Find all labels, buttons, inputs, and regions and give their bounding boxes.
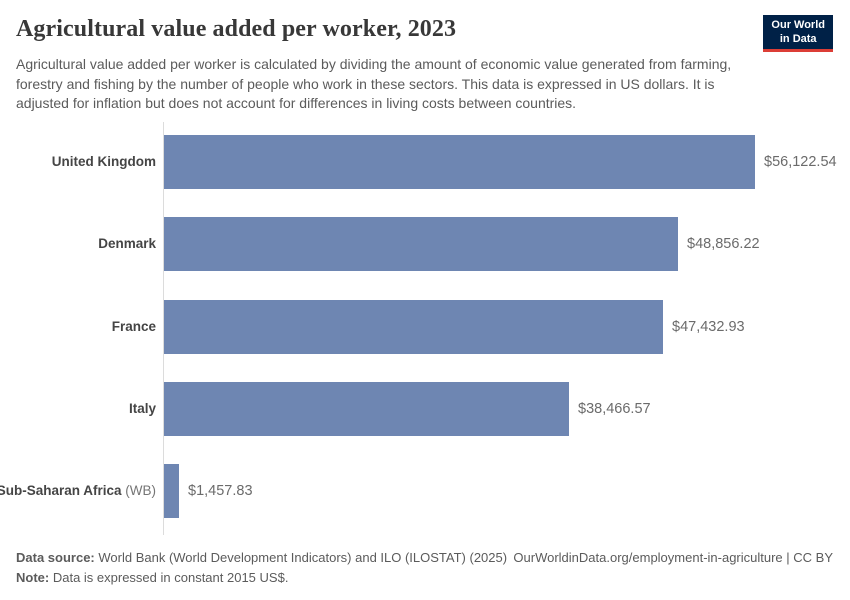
y-axis-line [163, 122, 164, 535]
bar[interactable] [164, 135, 755, 189]
bar[interactable] [164, 217, 678, 271]
category-name: Sub-Saharan Africa [0, 483, 122, 498]
note-text: Note: Data is expressed in constant 2015… [16, 568, 288, 587]
data-source-value: World Bank (World Development Indicators… [98, 550, 508, 565]
bar[interactable] [164, 464, 179, 518]
chart-subtitle: Agricultural value added per worker is c… [16, 56, 732, 111]
page-title: Agricultural value added per worker, 202… [16, 16, 457, 42]
bar-row: Italy $38,466.57 [0, 382, 850, 436]
bar-row: Sub-Saharan Africa (WB) $1,457.83 [0, 464, 850, 518]
owid-logo-text-line2: in Data [779, 32, 817, 45]
value-label: $1,457.83 [188, 483, 253, 499]
value-label: $48,856.22 [687, 236, 760, 252]
category-name: Italy [128, 401, 156, 416]
bar-row: United Kingdom $56,122.54 [0, 135, 850, 189]
owid-logo-text-line1: Our World [771, 19, 825, 31]
note-value: Data is expressed in constant 2015 US$. [52, 570, 289, 585]
data-source-label: Data source: [16, 550, 95, 565]
category-suffix: (WB) [121, 483, 156, 498]
data-source-text: Data source: World Bank (World Developme… [16, 548, 507, 567]
owid-logo[interactable]: Our World in Data [763, 15, 833, 52]
attribution-link[interactable]: OurWorldinData.org/employment-in-agricul… [513, 550, 833, 565]
category-label: Denmark [98, 217, 156, 271]
category-label: United Kingdom [52, 135, 156, 189]
category-label: Sub-Saharan Africa (WB) [0, 464, 156, 518]
category-label: Italy [129, 382, 156, 436]
category-name: United Kingdom [51, 154, 156, 169]
category-label: France [112, 300, 156, 354]
bar-row: France $47,432.93 [0, 300, 850, 354]
bar-row: Denmark $48,856.22 [0, 217, 850, 271]
note-label: Note: [16, 570, 50, 585]
category-name: France [111, 319, 156, 334]
value-label: $38,466.57 [578, 401, 651, 417]
bar[interactable] [164, 382, 569, 436]
value-label: $56,122.54 [764, 154, 837, 170]
category-name: Denmark [98, 236, 156, 251]
value-label: $47,432.93 [672, 319, 745, 335]
bar[interactable] [164, 300, 663, 354]
